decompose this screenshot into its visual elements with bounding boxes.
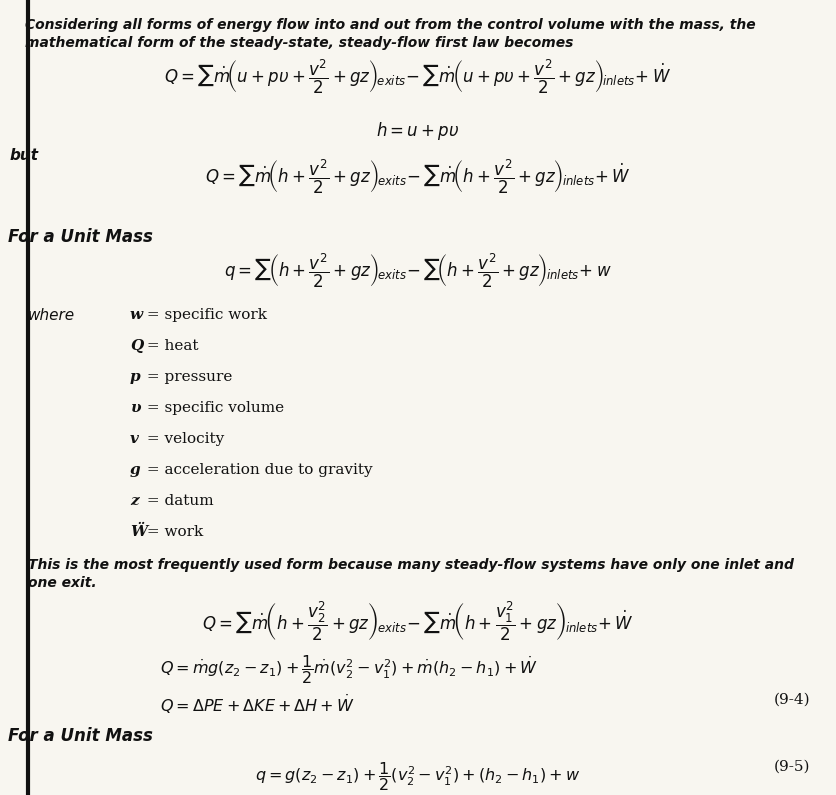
Text: v: v xyxy=(130,432,139,446)
Text: For a Unit Mass: For a Unit Mass xyxy=(8,228,153,246)
Text: $Q=\sum\dot{m}\!\left(h+\dfrac{v_2^2}{2}+gz\right)_{\!exits}\!-\sum\dot{m}\!\lef: $Q=\sum\dot{m}\!\left(h+\dfrac{v_2^2}{2}… xyxy=(201,600,633,643)
Text: $h=u+p\upsilon$: $h=u+p\upsilon$ xyxy=(376,120,459,142)
Text: = work: = work xyxy=(142,525,203,539)
Text: = acceleration due to gravity: = acceleration due to gravity xyxy=(142,463,372,477)
Text: where: where xyxy=(28,308,75,323)
Text: υ: υ xyxy=(130,401,140,415)
Text: = datum: = datum xyxy=(142,494,213,508)
Text: = velocity: = velocity xyxy=(142,432,224,446)
Text: but: but xyxy=(10,148,39,163)
Text: p: p xyxy=(130,370,140,384)
Text: Considering all forms of energy flow into and out from the control volume with t: Considering all forms of energy flow int… xyxy=(25,18,755,32)
Text: $q=\sum\!\left(h+\dfrac{v^2}{2}+gz\right)_{\!exits}\!-\sum\!\left(h+\dfrac{v^2}{: $q=\sum\!\left(h+\dfrac{v^2}{2}+gz\right… xyxy=(224,252,611,290)
Text: w: w xyxy=(130,308,143,322)
Text: This is the most frequently used form because many steady-flow systems have only: This is the most frequently used form be… xyxy=(28,558,793,572)
Text: = heat: = heat xyxy=(142,339,198,353)
Text: = pressure: = pressure xyxy=(142,370,232,384)
Text: For a Unit Mass: For a Unit Mass xyxy=(8,727,153,745)
Text: g: g xyxy=(130,463,140,477)
Text: = specific work: = specific work xyxy=(142,308,267,322)
Text: (9-5): (9-5) xyxy=(772,760,809,774)
Text: Q: Q xyxy=(130,339,143,353)
Text: mathematical form of the steady-state, steady-flow first law becomes: mathematical form of the steady-state, s… xyxy=(25,36,573,50)
Text: $q=g(z_2-z_1)+\dfrac{1}{2}(v_2^2-v_1^2)+(h_2-h_1)+w$: $q=g(z_2-z_1)+\dfrac{1}{2}(v_2^2-v_1^2)+… xyxy=(255,760,580,793)
Text: $Q=\sum\dot{m}\!\left(u+p\upsilon+\dfrac{v^2}{2}+gz\right)_{\!exits}\!-\sum\dot{: $Q=\sum\dot{m}\!\left(u+p\upsilon+\dfrac… xyxy=(164,58,670,96)
Text: $Q=\dot{m}g(z_2-z_1)+\dfrac{1}{2}\dot{m}(v_2^2-v_1^2)+\dot{m}(h_2-h_1)+\dot{W}$: $Q=\dot{m}g(z_2-z_1)+\dfrac{1}{2}\dot{m}… xyxy=(160,653,538,686)
Text: z: z xyxy=(130,494,139,508)
Text: $Q=\Delta PE+\Delta KE+\Delta H+\dot{W}$: $Q=\Delta PE+\Delta KE+\Delta H+\dot{W}$ xyxy=(160,693,354,716)
Text: (9-4): (9-4) xyxy=(772,693,809,707)
Text: one exit.: one exit. xyxy=(28,576,96,590)
Text: Ẅ: Ẅ xyxy=(130,525,147,539)
Text: $Q=\sum\dot{m}\!\left(h+\dfrac{v^2}{2}+gz\right)_{\!exits}\!-\sum\dot{m}\!\left(: $Q=\sum\dot{m}\!\left(h+\dfrac{v^2}{2}+g… xyxy=(205,158,630,196)
Text: = specific volume: = specific volume xyxy=(142,401,283,415)
